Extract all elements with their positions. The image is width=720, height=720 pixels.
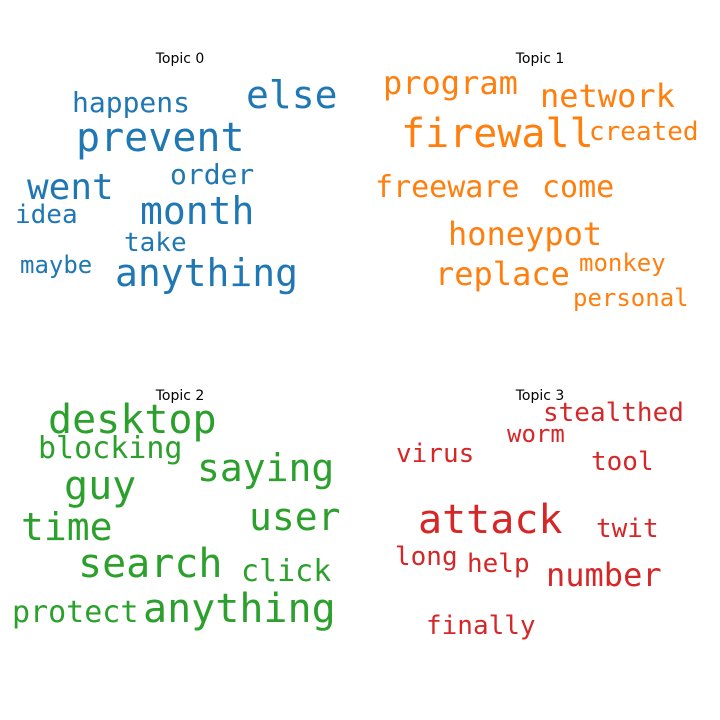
word: click	[241, 554, 332, 589]
word: attack	[418, 497, 563, 543]
word: take	[124, 228, 187, 258]
word: created	[589, 117, 699, 147]
topic-0-title: Topic 0	[155, 51, 205, 67]
word: come	[542, 170, 615, 205]
word: saying	[197, 446, 335, 490]
word: personal	[573, 284, 689, 312]
word: anything	[143, 586, 336, 632]
word: maybe	[20, 251, 93, 279]
word: else	[246, 73, 338, 117]
word: program	[383, 64, 518, 102]
word: help	[467, 549, 530, 579]
word: went	[27, 167, 114, 208]
word: finally	[426, 611, 536, 641]
word: user	[249, 495, 341, 539]
word: number	[546, 556, 662, 594]
topic-2-panel: Topic 2 desktop blocking saying guy user…	[0, 337, 360, 697]
word: anything	[115, 251, 299, 295]
topic-1-title: Topic 1	[515, 51, 565, 67]
word: idea	[15, 200, 78, 230]
word: honeypot	[448, 215, 603, 253]
word: blocking	[38, 431, 183, 466]
word: prevent	[76, 115, 245, 161]
word: firewall	[401, 111, 594, 157]
word: guy	[64, 463, 137, 509]
word: month	[140, 189, 255, 233]
word: time	[21, 505, 113, 549]
topic-3-title: Topic 3	[515, 388, 565, 404]
word: freeware	[375, 170, 520, 205]
topic-3-panel: Topic 3 stealthed worm virus tool attack…	[360, 337, 720, 697]
word: virus	[396, 439, 475, 469]
word: monkey	[579, 249, 666, 277]
word: tool	[591, 447, 654, 477]
word: twit	[596, 514, 659, 544]
word: happens	[72, 86, 191, 119]
word: worm	[507, 420, 565, 448]
word: desktop	[48, 397, 217, 443]
word: network	[540, 77, 675, 115]
word: protect	[12, 595, 139, 630]
word: order	[170, 158, 255, 191]
word: search	[78, 541, 223, 587]
word: replace	[435, 255, 570, 293]
word: long	[395, 542, 458, 572]
word: stealthed	[543, 398, 684, 428]
topic-1-panel: Topic 1 program network firewall created…	[360, 0, 720, 360]
topic-0-panel: Topic 0 else happens prevent order went …	[0, 0, 360, 360]
topic-2-title: Topic 2	[155, 388, 205, 404]
